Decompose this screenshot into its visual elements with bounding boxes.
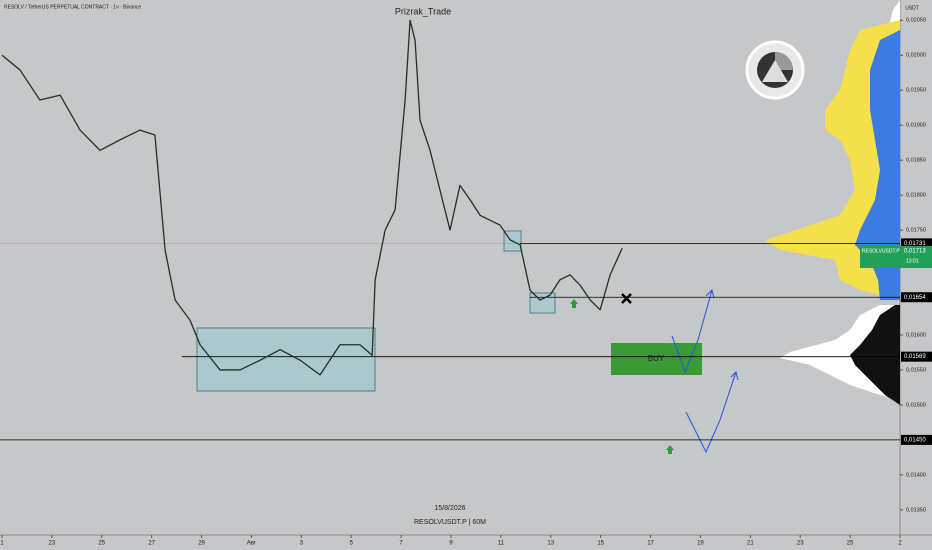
price-tag <box>901 238 932 249</box>
x-tick-label: 23 <box>797 541 804 547</box>
volume-profile <box>765 0 900 405</box>
currency-label: USDT <box>905 5 919 11</box>
price-tag-label: 0,01654 <box>904 295 926 301</box>
buy-zone <box>611 343 702 375</box>
y-tick-label: 0,02050 <box>906 18 926 24</box>
last-price-label: 0,01713 <box>904 249 926 255</box>
y-tick-label: 0,01800 <box>906 193 926 199</box>
profile-blue <box>855 30 900 300</box>
symbol-label: RESOLVUSDT.P | 60M <box>414 519 486 526</box>
x-tick-label: 1 <box>0 541 4 547</box>
projection-arrow <box>671 289 713 374</box>
cross-mark <box>621 293 632 304</box>
profile-black <box>850 305 900 405</box>
x-tick-label: 9 <box>449 541 453 547</box>
y-tick-label: 0,01500 <box>906 402 926 408</box>
y-tick-label: 0,01850 <box>906 158 926 164</box>
watermark: Prizrak_Trade <box>395 6 451 16</box>
x-tick-label: 27 <box>148 541 155 547</box>
price-tag-label: 0,01569 <box>904 354 926 360</box>
x-tick-label: 25 <box>98 541 105 547</box>
y-tick-label: 0,01600 <box>906 332 926 338</box>
y-tick-label: 0,01400 <box>906 472 926 478</box>
range-box <box>529 292 556 314</box>
price-tag <box>901 434 932 445</box>
x-tick-label: 5 <box>350 541 354 547</box>
x-tick-label: 21 <box>747 541 754 547</box>
price-line <box>1 19 623 376</box>
x-tick-label: 23 <box>49 541 56 547</box>
x-tick-label: 15 <box>597 541 604 547</box>
y-tick-label: 0,01750 <box>906 228 926 234</box>
price-tag <box>901 351 932 362</box>
arrow-head <box>730 371 739 381</box>
buy-label: BUY <box>648 354 665 363</box>
x-tick-label: 3 <box>300 541 304 547</box>
date-label: 15/8/2026 <box>434 505 465 512</box>
arrow-head <box>705 289 715 299</box>
up-arrow <box>570 299 578 308</box>
y-tick-label: 0,01900 <box>906 123 926 129</box>
y-tick-label: 0,01350 <box>906 507 926 513</box>
up-arrow <box>666 445 674 454</box>
logo <box>745 40 805 100</box>
last-price-tag <box>860 245 932 268</box>
x-tick-label: 17 <box>647 541 654 547</box>
x-tick-label: Авг <box>247 541 257 547</box>
chart-title: RESOLV / TetherUS PERPETUAL CONTRACT · 1… <box>4 4 141 10</box>
x-tick-label: 29 <box>198 541 205 547</box>
price-tag <box>901 292 932 303</box>
y-tick-label: 0,02000 <box>906 53 926 59</box>
y-tick-label: 0,01550 <box>906 367 926 373</box>
x-tick-label: 7 <box>399 541 403 547</box>
x-tick-label: 11 <box>498 541 505 547</box>
y-tick-label: 0,01950 <box>906 88 926 94</box>
projection-arrow <box>685 371 737 454</box>
last-price-timer: 13:01 <box>906 258 919 264</box>
x-tick-label: 2 <box>898 541 902 547</box>
x-tick-label: 19 <box>697 541 704 547</box>
price-tag-label: 0,01731 <box>904 241 926 247</box>
x-tick-label: 25 <box>847 541 854 547</box>
price-tag-label: 0,01450 <box>904 437 926 443</box>
last-price-symbol: RESOLVUSDT.P <box>862 248 900 254</box>
range-box <box>196 327 376 392</box>
x-tick-label: 13 <box>547 541 554 547</box>
